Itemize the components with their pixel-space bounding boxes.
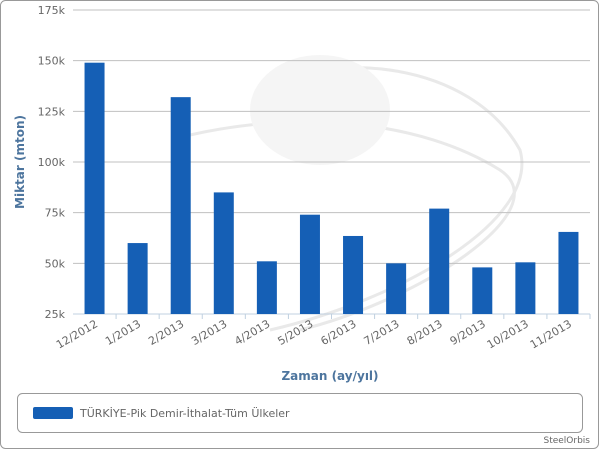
y-tick-label: 75k — [45, 207, 66, 220]
y-tick-label: 150k — [38, 55, 66, 68]
y-tick-label: 50k — [45, 257, 66, 270]
bar — [299, 214, 320, 314]
legend — [17, 393, 583, 433]
y-tick-label: 125k — [38, 105, 66, 118]
bar — [515, 262, 536, 314]
legend-label: TÜRKİYE-Pik Demir-İthalat-Tüm Ülkeler — [79, 407, 290, 420]
x-axis-title: Zaman (ay/yıl) — [281, 369, 378, 383]
bar — [343, 235, 364, 314]
y-tick-label: 25k — [45, 308, 66, 321]
credit: SteelOrbis — [543, 436, 590, 446]
y-tick-label: 100k — [38, 156, 66, 169]
y-tick-label: 175k — [38, 4, 66, 17]
y-axis-title: Miktar (mton) — [13, 115, 27, 209]
bar — [429, 208, 450, 314]
legend-swatch — [33, 407, 73, 419]
bar — [472, 267, 493, 314]
bar — [213, 192, 234, 314]
bar — [84, 62, 105, 315]
watermark — [189, 55, 524, 332]
bar — [127, 243, 148, 314]
bar — [558, 231, 579, 314]
bar — [386, 263, 407, 314]
bar — [256, 261, 277, 314]
bar — [170, 97, 191, 314]
